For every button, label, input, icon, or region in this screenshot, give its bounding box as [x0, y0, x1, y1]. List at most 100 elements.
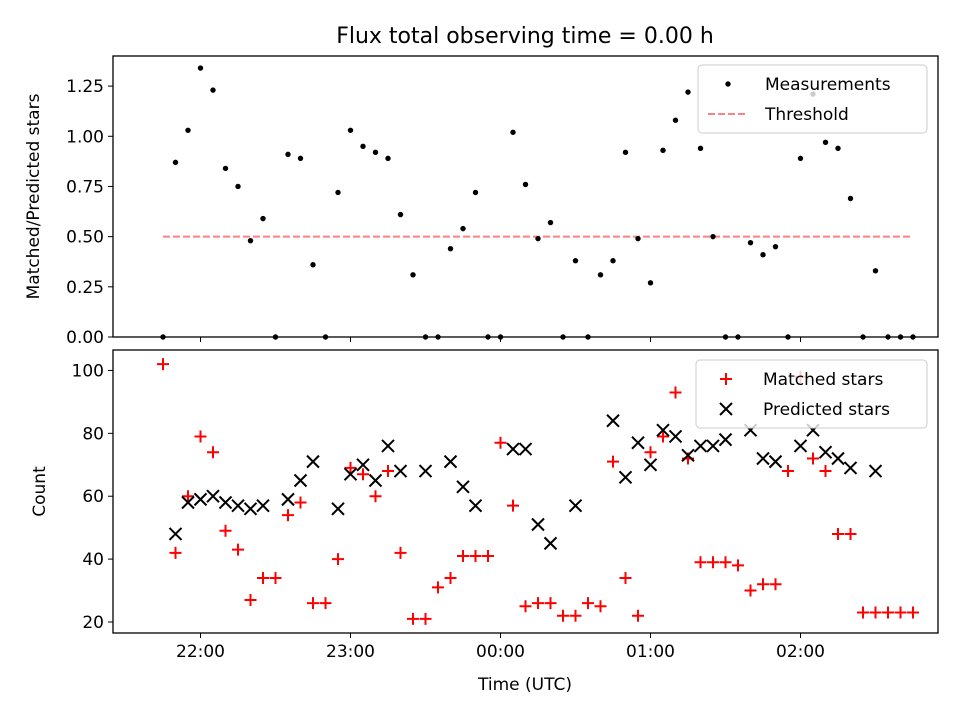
- measurement-point: [510, 129, 516, 135]
- bottom-y-axis-label: Count: [30, 466, 50, 517]
- predicted-star-point: [756, 451, 770, 466]
- measurement-point: [385, 155, 391, 162]
- chart-title: Flux total observing time = 0.00 h: [336, 24, 714, 49]
- matched-star-point: [769, 578, 782, 591]
- predicted-star-point: [218, 495, 233, 510]
- measurement-point: [335, 189, 341, 196]
- top-y-tick-label: 1.00: [66, 127, 104, 147]
- measurement-point: [660, 147, 666, 154]
- measurement-point: [185, 127, 191, 133]
- predicted-star-point: [293, 473, 308, 488]
- matched-star-point: [407, 612, 419, 625]
- measurement-point: [497, 334, 504, 340]
- measurement-point: [872, 268, 879, 274]
- predicted-star-point: [531, 517, 545, 532]
- predicted-star-point: [456, 480, 470, 494]
- top-y-tick-label: 0.50: [66, 228, 104, 248]
- bottom-y-tick-label: 60: [82, 487, 104, 507]
- matched-star-point: [469, 549, 482, 562]
- predicted-star-point: [256, 498, 270, 513]
- legend-threshold-label: Threshold: [764, 105, 849, 125]
- predicted-star-point: [656, 423, 670, 437]
- measurement-point: [235, 183, 241, 190]
- matched-star-point: [332, 553, 344, 566]
- measurement-point: [535, 235, 541, 242]
- predicted-star-point: [231, 498, 245, 513]
- predicted-star-point: [518, 442, 533, 456]
- measurement-point: [610, 258, 616, 264]
- matched-star-point: [482, 549, 494, 562]
- measurement-point: [285, 151, 291, 158]
- measurement-point: [435, 334, 441, 340]
- measurement-point: [722, 334, 729, 340]
- matched-star-point: [294, 496, 307, 509]
- measurement-point: [322, 334, 329, 340]
- measurement-point: [847, 195, 854, 202]
- matched-star-point: [807, 452, 819, 465]
- x-axis-label: Time (UTC): [477, 675, 572, 695]
- bottom-plot-area: [112, 349, 939, 634]
- predicted-star-point: [343, 467, 358, 481]
- measurement-point: [647, 280, 654, 286]
- measurement-point: [297, 155, 304, 162]
- matched-star-point: [582, 597, 594, 610]
- matched-star-point: [357, 468, 369, 481]
- predicted-star-point: [543, 536, 558, 551]
- measurement-point: [585, 334, 591, 340]
- matched-star-point: [432, 581, 444, 594]
- matched-star-point: [507, 499, 519, 512]
- measurement-point: [372, 149, 379, 156]
- measurement-point: [347, 127, 354, 133]
- measurement-point: [222, 165, 229, 172]
- predicted-star-point: [281, 492, 295, 507]
- measurement-point: [397, 211, 404, 218]
- top-y-tick-label: 0.25: [66, 278, 104, 298]
- top-y-tick-label: 0.75: [66, 177, 104, 197]
- measurement-point: [260, 215, 266, 222]
- x-tick-label: 02:00: [776, 642, 825, 662]
- matched-star-point: [857, 606, 869, 619]
- top-y-axis-label: Matched/Predicted stars: [24, 93, 44, 299]
- bottom-legend-box: [695, 359, 928, 429]
- matched-star-point: [182, 490, 194, 503]
- matched-star-point: [157, 358, 169, 371]
- predicted-star-point: [843, 461, 858, 475]
- predicted-star-point: [331, 502, 345, 516]
- predicted-star-point: [606, 414, 620, 428]
- matched-star-point: [669, 386, 682, 399]
- predicted-star-point: [443, 454, 458, 469]
- measurement-point: [910, 334, 916, 340]
- x-tick-label: 23:00: [326, 642, 375, 662]
- x-tick-label: 22:00: [176, 642, 225, 662]
- measurement-point: [672, 117, 679, 123]
- x-tick-label: 01:00: [626, 642, 675, 662]
- measurement-point: [697, 145, 704, 152]
- measurement-point: [547, 219, 554, 226]
- matched-star-point: [244, 593, 257, 606]
- predicted-star-point: [618, 470, 633, 485]
- predicted-star-point: [418, 464, 433, 478]
- legend-measurements-label: Measurements: [765, 75, 891, 95]
- matched-star-point: [619, 571, 632, 584]
- measurement-point: [160, 334, 166, 340]
- predicted-star-point: [368, 473, 383, 488]
- matched-star-point: [532, 597, 544, 610]
- predicted-star-point: [693, 439, 708, 453]
- matched-star-point: [307, 597, 319, 610]
- measurement-point: [472, 189, 479, 196]
- measurement-point: [310, 262, 316, 268]
- bottom-y-tick-label: 100: [72, 361, 104, 381]
- matched-star-point: [569, 609, 582, 622]
- matched-star-point: [607, 455, 619, 468]
- predicted-star-point: [243, 502, 258, 516]
- bottom-legend: Matched stars Predicted stars: [695, 359, 928, 429]
- measurement-point: [822, 139, 829, 146]
- measurement-point: [685, 89, 691, 95]
- measurement-point: [597, 272, 604, 278]
- legend-matched-marker: [720, 373, 732, 385]
- measurement-point: [797, 155, 804, 162]
- bottom-panel: Count Time (UTC) 20 40 60 80 100 22:00 23:00 00…: [30, 349, 939, 695]
- measurement-point: [760, 252, 766, 258]
- matched-star-point: [194, 430, 207, 443]
- matched-star-point: [319, 597, 332, 610]
